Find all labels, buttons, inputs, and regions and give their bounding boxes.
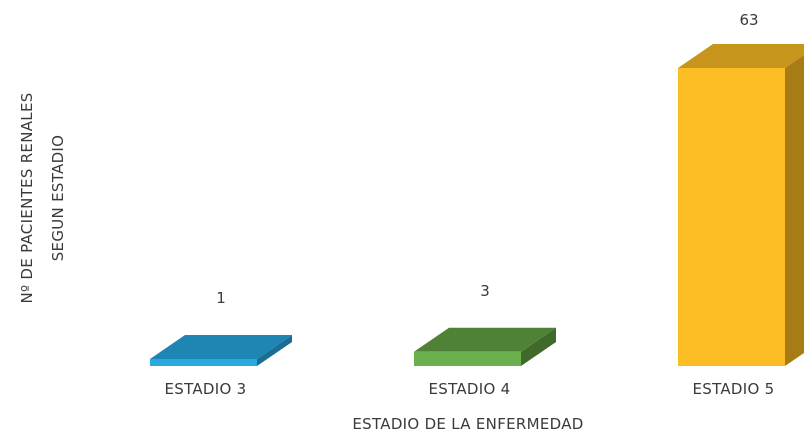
bar-side-2: [521, 327, 556, 366]
bar-top-2: [414, 327, 556, 352]
data-label-3: 63: [739, 11, 758, 29]
x-tick-label-3: ESTADIO 5: [692, 380, 774, 398]
x-tick-labels-group: ESTADIO 3 ESTADIO 4 ESTADIO 5: [164, 380, 774, 398]
x-axis-title: ESTADIO DE LA ENFERMEDAD: [352, 415, 583, 430]
y-axis-title-line-1: Nº DE PACIENTES RENALES: [18, 92, 36, 303]
data-label-2: 3: [480, 282, 490, 300]
bar-3: [678, 68, 785, 366]
bar-2: [414, 351, 521, 366]
bar-side-3: [785, 54, 804, 366]
bar-top-1: [150, 335, 292, 359]
x-tick-label-2: ESTADIO 4: [428, 380, 510, 398]
data-labels-group: 1 3 63: [216, 11, 758, 307]
data-label-1: 1: [216, 289, 226, 307]
y-axis-title: Nº DE PACIENTES RENALES SEGUN ESTADIO: [18, 92, 67, 303]
bar-side-1: [257, 335, 292, 366]
bar-1: [150, 359, 257, 366]
y-axis-title-line-2: SEGUN ESTADIO: [49, 135, 67, 262]
bars-group: [150, 44, 804, 366]
x-tick-label-1: ESTADIO 3: [164, 380, 246, 398]
bar-top-3: [678, 44, 804, 68]
